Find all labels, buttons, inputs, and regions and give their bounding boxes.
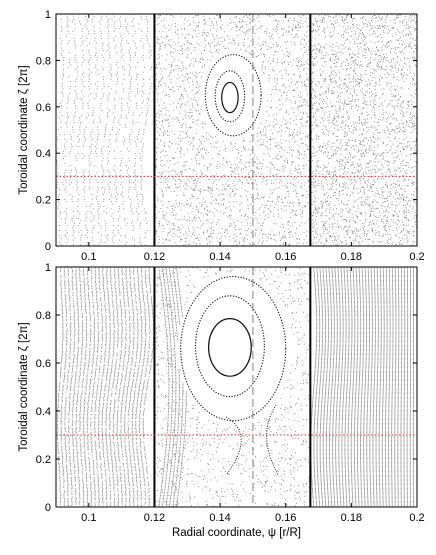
y-tick-label: 1 [45,262,51,274]
x-tick-label: 0.14 [209,512,230,524]
y-tick-label: 0.8 [36,55,51,67]
x-tick-label: 0.2 [409,251,424,263]
x-tick-label: 0.12 [144,251,165,263]
island-contour-2 [194,295,265,398]
poincare-points [56,267,414,507]
y-tick-label: 0.2 [36,454,51,466]
island-contour-1 [221,81,239,114]
x-tick-label: 0.16 [275,512,296,524]
y-tick-label: 0.8 [36,310,51,322]
top-poincare-plot: 0.1 0.12 0.14 0.16 0.18 0.2 0 0.2 0.4 0.6 0.8 1 Toro… [18,9,425,263]
plot-frame [55,13,418,247]
x-tick-label: 0.14 [209,251,230,263]
bottom-poincare-plot: 0.1 0.12 0.14 0.16 0.18 0.2 0 0.2 0.4 0.6 0.8 1 Toro… [18,262,425,539]
separatrix-x-point [225,404,279,476]
x-tick-label: 0.18 [341,251,362,263]
y-tick-label: 0.4 [36,148,51,160]
poincare-points [56,14,417,246]
plot-frame [55,266,418,508]
x-tick-label: 0.18 [341,512,362,524]
x-tick-label: 0.16 [275,251,296,263]
island-contour-3 [204,54,262,137]
x-tick-label: 0.1 [81,512,96,524]
island-contour-2 [214,70,246,123]
y-tick-label: 0.4 [36,406,51,418]
y-axis-label: Toroidal coordinate ζ [2π] [18,322,30,451]
y-tick-label: 0.6 [36,102,51,114]
y-tick-label: 0.6 [36,358,51,370]
x-tick-label: 0.2 [409,512,424,524]
x-tick-label: 0.12 [144,512,165,524]
island-contour-1 [208,318,252,377]
island-contour-3 [180,276,287,422]
y-tick-label: 1 [45,9,51,21]
x-tick-label: 0.1 [81,251,96,263]
y-tick-label: 0 [45,502,51,514]
x-axis-label: Radial coordinate, ψ [r/R] [172,527,301,539]
y-tick-label: 0 [45,241,51,253]
y-axis-label: Toroidal coordinate ζ [2π] [18,65,30,194]
y-tick-label: 0.2 [36,195,51,207]
